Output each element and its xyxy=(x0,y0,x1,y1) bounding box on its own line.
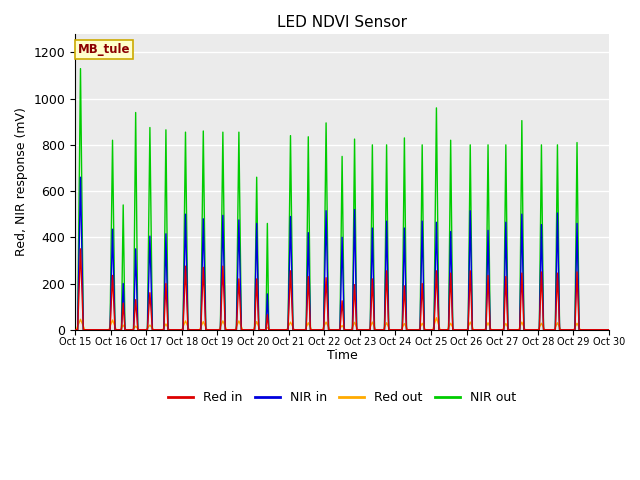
Red out xyxy=(433,315,440,321)
Red out xyxy=(595,327,602,333)
NIR in xyxy=(595,327,602,333)
NIR in xyxy=(300,327,307,333)
Line: NIR out: NIR out xyxy=(75,69,609,330)
Red out xyxy=(537,321,545,327)
NIR out xyxy=(77,66,84,72)
NIR in xyxy=(276,327,284,333)
Red in xyxy=(132,304,140,310)
Red out xyxy=(276,327,284,333)
X-axis label: Time: Time xyxy=(326,349,357,362)
NIR out xyxy=(595,327,602,333)
NIR in xyxy=(71,327,79,333)
Line: NIR in: NIR in xyxy=(75,177,609,330)
NIR in xyxy=(164,319,172,324)
Red in xyxy=(276,327,284,333)
Red in xyxy=(605,327,612,333)
Y-axis label: Red, NIR response (mV): Red, NIR response (mV) xyxy=(15,108,28,256)
NIR out xyxy=(164,310,172,316)
Red in xyxy=(164,323,172,329)
Red in xyxy=(71,327,79,333)
Red in xyxy=(537,279,545,285)
NIR in xyxy=(77,174,84,180)
Line: Red in: Red in xyxy=(75,249,609,330)
Red out xyxy=(605,327,612,333)
Red out xyxy=(71,327,79,333)
Red in xyxy=(595,327,602,333)
NIR out xyxy=(71,327,79,333)
Red in xyxy=(300,327,307,333)
NIR in xyxy=(537,239,545,245)
NIR in xyxy=(605,327,612,333)
Text: MB_tule: MB_tule xyxy=(78,43,131,56)
Red out xyxy=(164,324,172,330)
Red out xyxy=(299,327,307,333)
Red in xyxy=(77,246,84,252)
NIR out xyxy=(132,164,140,170)
Legend: Red in, NIR in, Red out, NIR out: Red in, NIR in, Red out, NIR out xyxy=(163,386,521,409)
Title: LED NDVI Sensor: LED NDVI Sensor xyxy=(277,15,407,30)
NIR out xyxy=(276,327,284,333)
NIR out xyxy=(605,327,612,333)
NIR out xyxy=(300,327,307,333)
Line: Red out: Red out xyxy=(75,318,609,330)
NIR out xyxy=(537,173,545,179)
Red out xyxy=(132,324,140,329)
NIR in xyxy=(132,266,140,272)
